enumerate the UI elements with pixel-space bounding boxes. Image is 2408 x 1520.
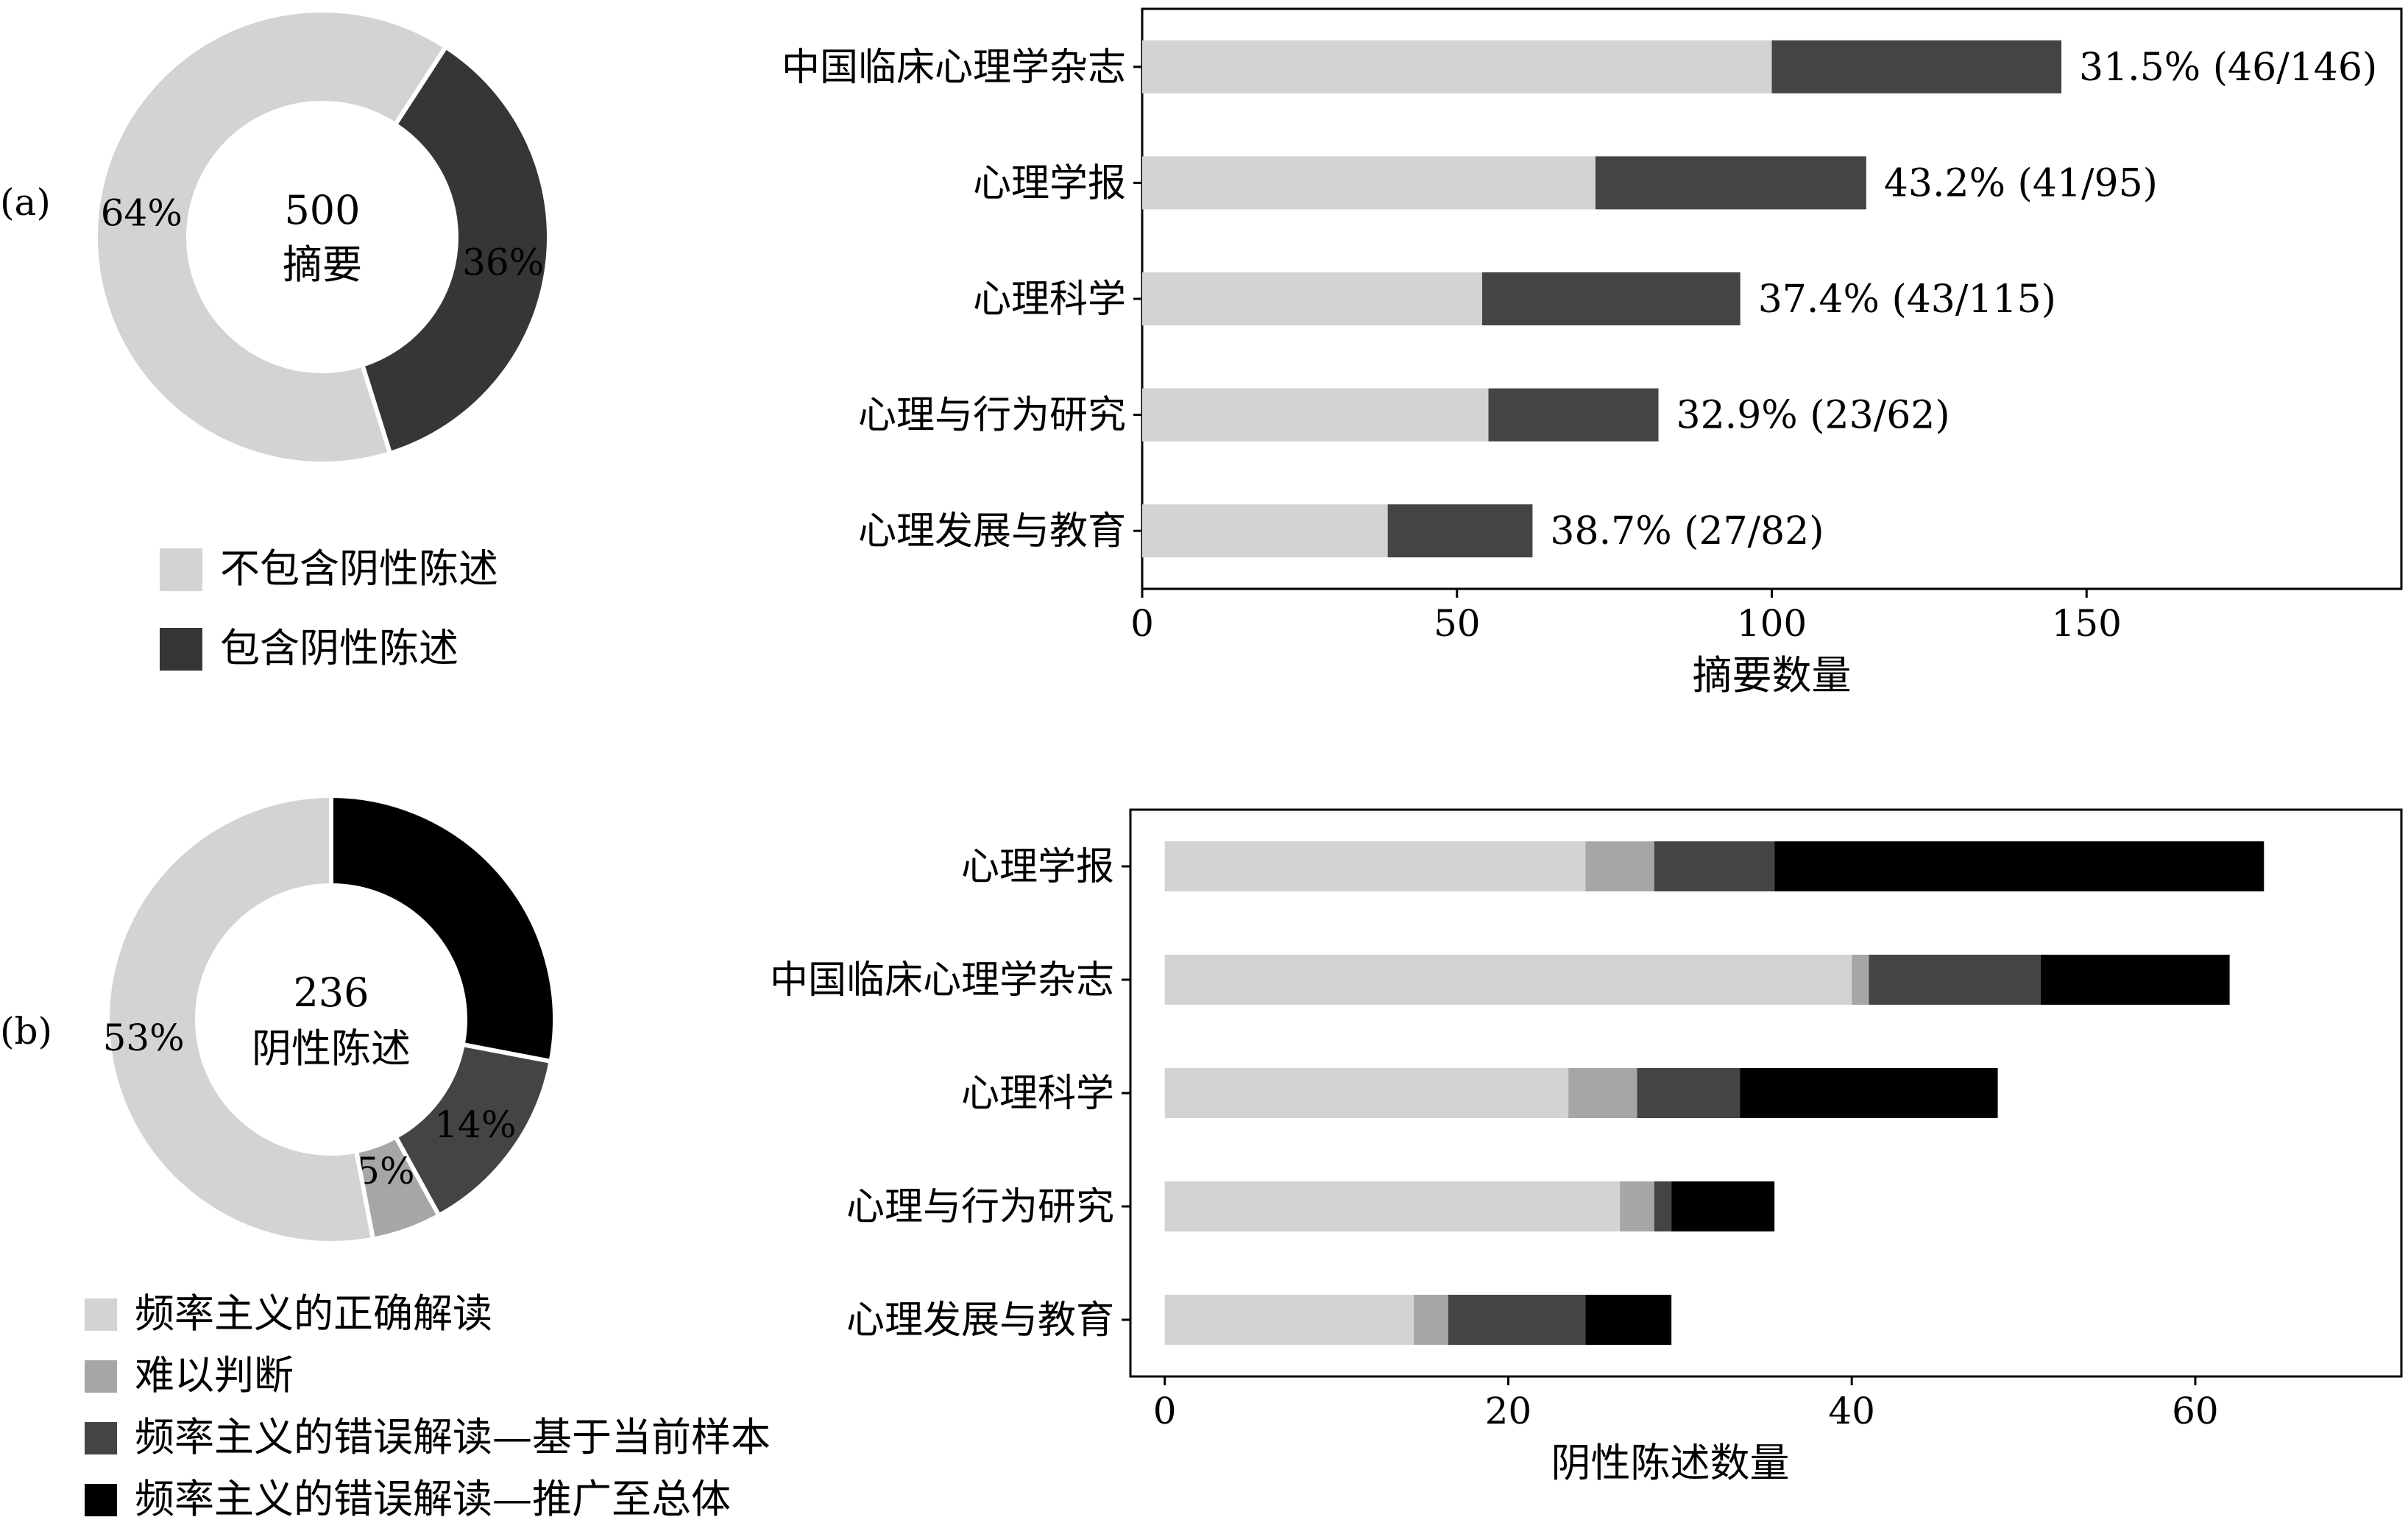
bar-value-label: 31.5% (46/146) <box>2079 46 2377 90</box>
bar-segment <box>1448 1295 1586 1345</box>
legend-swatch <box>85 1484 117 1516</box>
y-tick-label: 心理与行为研究 <box>858 394 1126 438</box>
y-tick-label: 心理科学 <box>961 1072 1114 1116</box>
legend-swatch <box>160 628 202 671</box>
legend-swatch <box>85 1298 117 1331</box>
legend-swatch <box>85 1422 117 1454</box>
donut-slice <box>329 793 557 1064</box>
legend-label: 难以判断 <box>135 1352 294 1399</box>
donut-slice-percent-label: 53% <box>103 1017 185 1059</box>
bar-value-label: 38.7% (27/82) <box>1550 509 1824 554</box>
bar-segment <box>1568 1068 1637 1118</box>
x-axis-title: 摘要数量 <box>1693 652 1852 699</box>
x-tick-label: 20 <box>1485 1390 1532 1432</box>
donut-slice <box>359 43 551 456</box>
donut-slice <box>93 8 449 466</box>
legend-label: 频率主义的错误解读—基于当前样本 <box>135 1414 771 1460</box>
x-tick-label: 40 <box>1828 1390 1875 1432</box>
bar-segment <box>1164 1295 1414 1345</box>
panel-label-b: (b) <box>0 1010 52 1053</box>
x-tick-label: 60 <box>2172 1390 2219 1432</box>
y-tick-label: 心理发展与教育 <box>858 509 1126 554</box>
bar-chart-abstracts-by-journal: 中国临床心理学杂志 31.5% (46/146) 心理学报 43.2% (41/95)… <box>782 7 2403 699</box>
bar-segment <box>1414 1295 1448 1345</box>
donut-center-text: 500 <box>284 187 360 233</box>
legend-label: 不包含阴性陈述 <box>220 545 498 592</box>
y-tick-label: 心理与行为研究 <box>846 1185 1114 1229</box>
bar-value-label: 37.4% (43/115) <box>1758 278 2056 322</box>
bar-segment <box>1387 504 1533 558</box>
x-tick-label: 150 <box>2052 602 2122 645</box>
y-tick-label: 中国临床心理学杂志 <box>782 46 1126 90</box>
donut-slice-percent-label: 36% <box>462 241 544 284</box>
donut-center-text: 236 <box>293 969 369 1016</box>
legend-swatch <box>160 548 202 591</box>
bar-segment <box>1771 40 2062 93</box>
bar-segment <box>1142 504 1388 558</box>
bar-segment <box>1164 1181 1621 1231</box>
donut-center-text: 阴性陈述 <box>252 1025 411 1072</box>
bar-segment <box>1595 156 1866 210</box>
bar-segment <box>1142 388 1489 442</box>
bar-segment <box>1142 40 1772 93</box>
bar-segment <box>1164 1068 1569 1118</box>
donut-center-text: 摘要 <box>283 241 362 288</box>
donut-slice-percent-label: 28% <box>428 886 509 928</box>
bar-segment <box>1740 1068 1998 1118</box>
bar-segment <box>1620 1181 1654 1231</box>
bar-segment <box>1869 955 2041 1005</box>
bar-segment <box>1481 272 1741 325</box>
x-tick-label: 0 <box>1153 1390 1177 1432</box>
donut-slice-percent-label: 64% <box>101 191 183 234</box>
bar-segment <box>1774 841 2264 891</box>
legend-negative-statements: 频率主义的正确解读难以判断频率主义的错误解读—基于当前样本频率主义的错误解读—推… <box>85 1290 771 1520</box>
panel-label-a: (a) <box>0 181 51 224</box>
bar-segment <box>1654 841 1775 891</box>
bar-segment <box>1637 1068 1741 1118</box>
bar-value-label: 43.2% (41/95) <box>1884 161 2158 205</box>
x-tick-label: 50 <box>1434 602 1481 645</box>
x-tick-label: 0 <box>1130 602 1154 645</box>
bar-segment <box>1164 841 1586 891</box>
y-tick-label: 心理学报 <box>973 161 1126 205</box>
bar-segment <box>1585 841 1654 891</box>
donut-slice <box>105 793 376 1245</box>
donut-chart-negative-statements: 28% 14% 5% 53% 236 阴性陈述 <box>103 793 557 1245</box>
donut-slice-percent-label: 14% <box>434 1103 516 1146</box>
y-tick-label: 心理学报 <box>961 845 1114 889</box>
bar-segment <box>1852 955 1869 1005</box>
x-tick-label: 100 <box>1737 602 1807 645</box>
bar-segment <box>1654 1181 1672 1231</box>
legend-label: 频率主义的正确解读 <box>135 1290 492 1337</box>
legend-swatch <box>85 1360 117 1393</box>
bar-value-label: 32.9% (23/62) <box>1676 394 1950 438</box>
bar-segment <box>1164 955 1852 1005</box>
legend-label: 包含阴性陈述 <box>220 625 458 671</box>
bar-segment <box>1142 272 1482 325</box>
legend-label: 频率主义的错误解读—推广至总体 <box>135 1476 731 1520</box>
bar-segment <box>1585 1295 1672 1345</box>
bar-segment <box>1488 388 1659 442</box>
donut-chart-abstracts: 64% 36% 500 摘要 <box>93 8 551 466</box>
y-tick-label: 心理发展与教育 <box>846 1298 1114 1343</box>
y-tick-label: 心理科学 <box>973 278 1126 322</box>
bar-segment <box>1671 1181 1775 1231</box>
donut-slice-percent-label: 5% <box>356 1150 414 1192</box>
x-axis-title: 阴性陈述数量 <box>1551 1440 1790 1486</box>
y-tick-label: 中国临床心理学杂志 <box>770 958 1114 1003</box>
bar-segment <box>2040 955 2230 1005</box>
bar-segment <box>1142 156 1596 210</box>
